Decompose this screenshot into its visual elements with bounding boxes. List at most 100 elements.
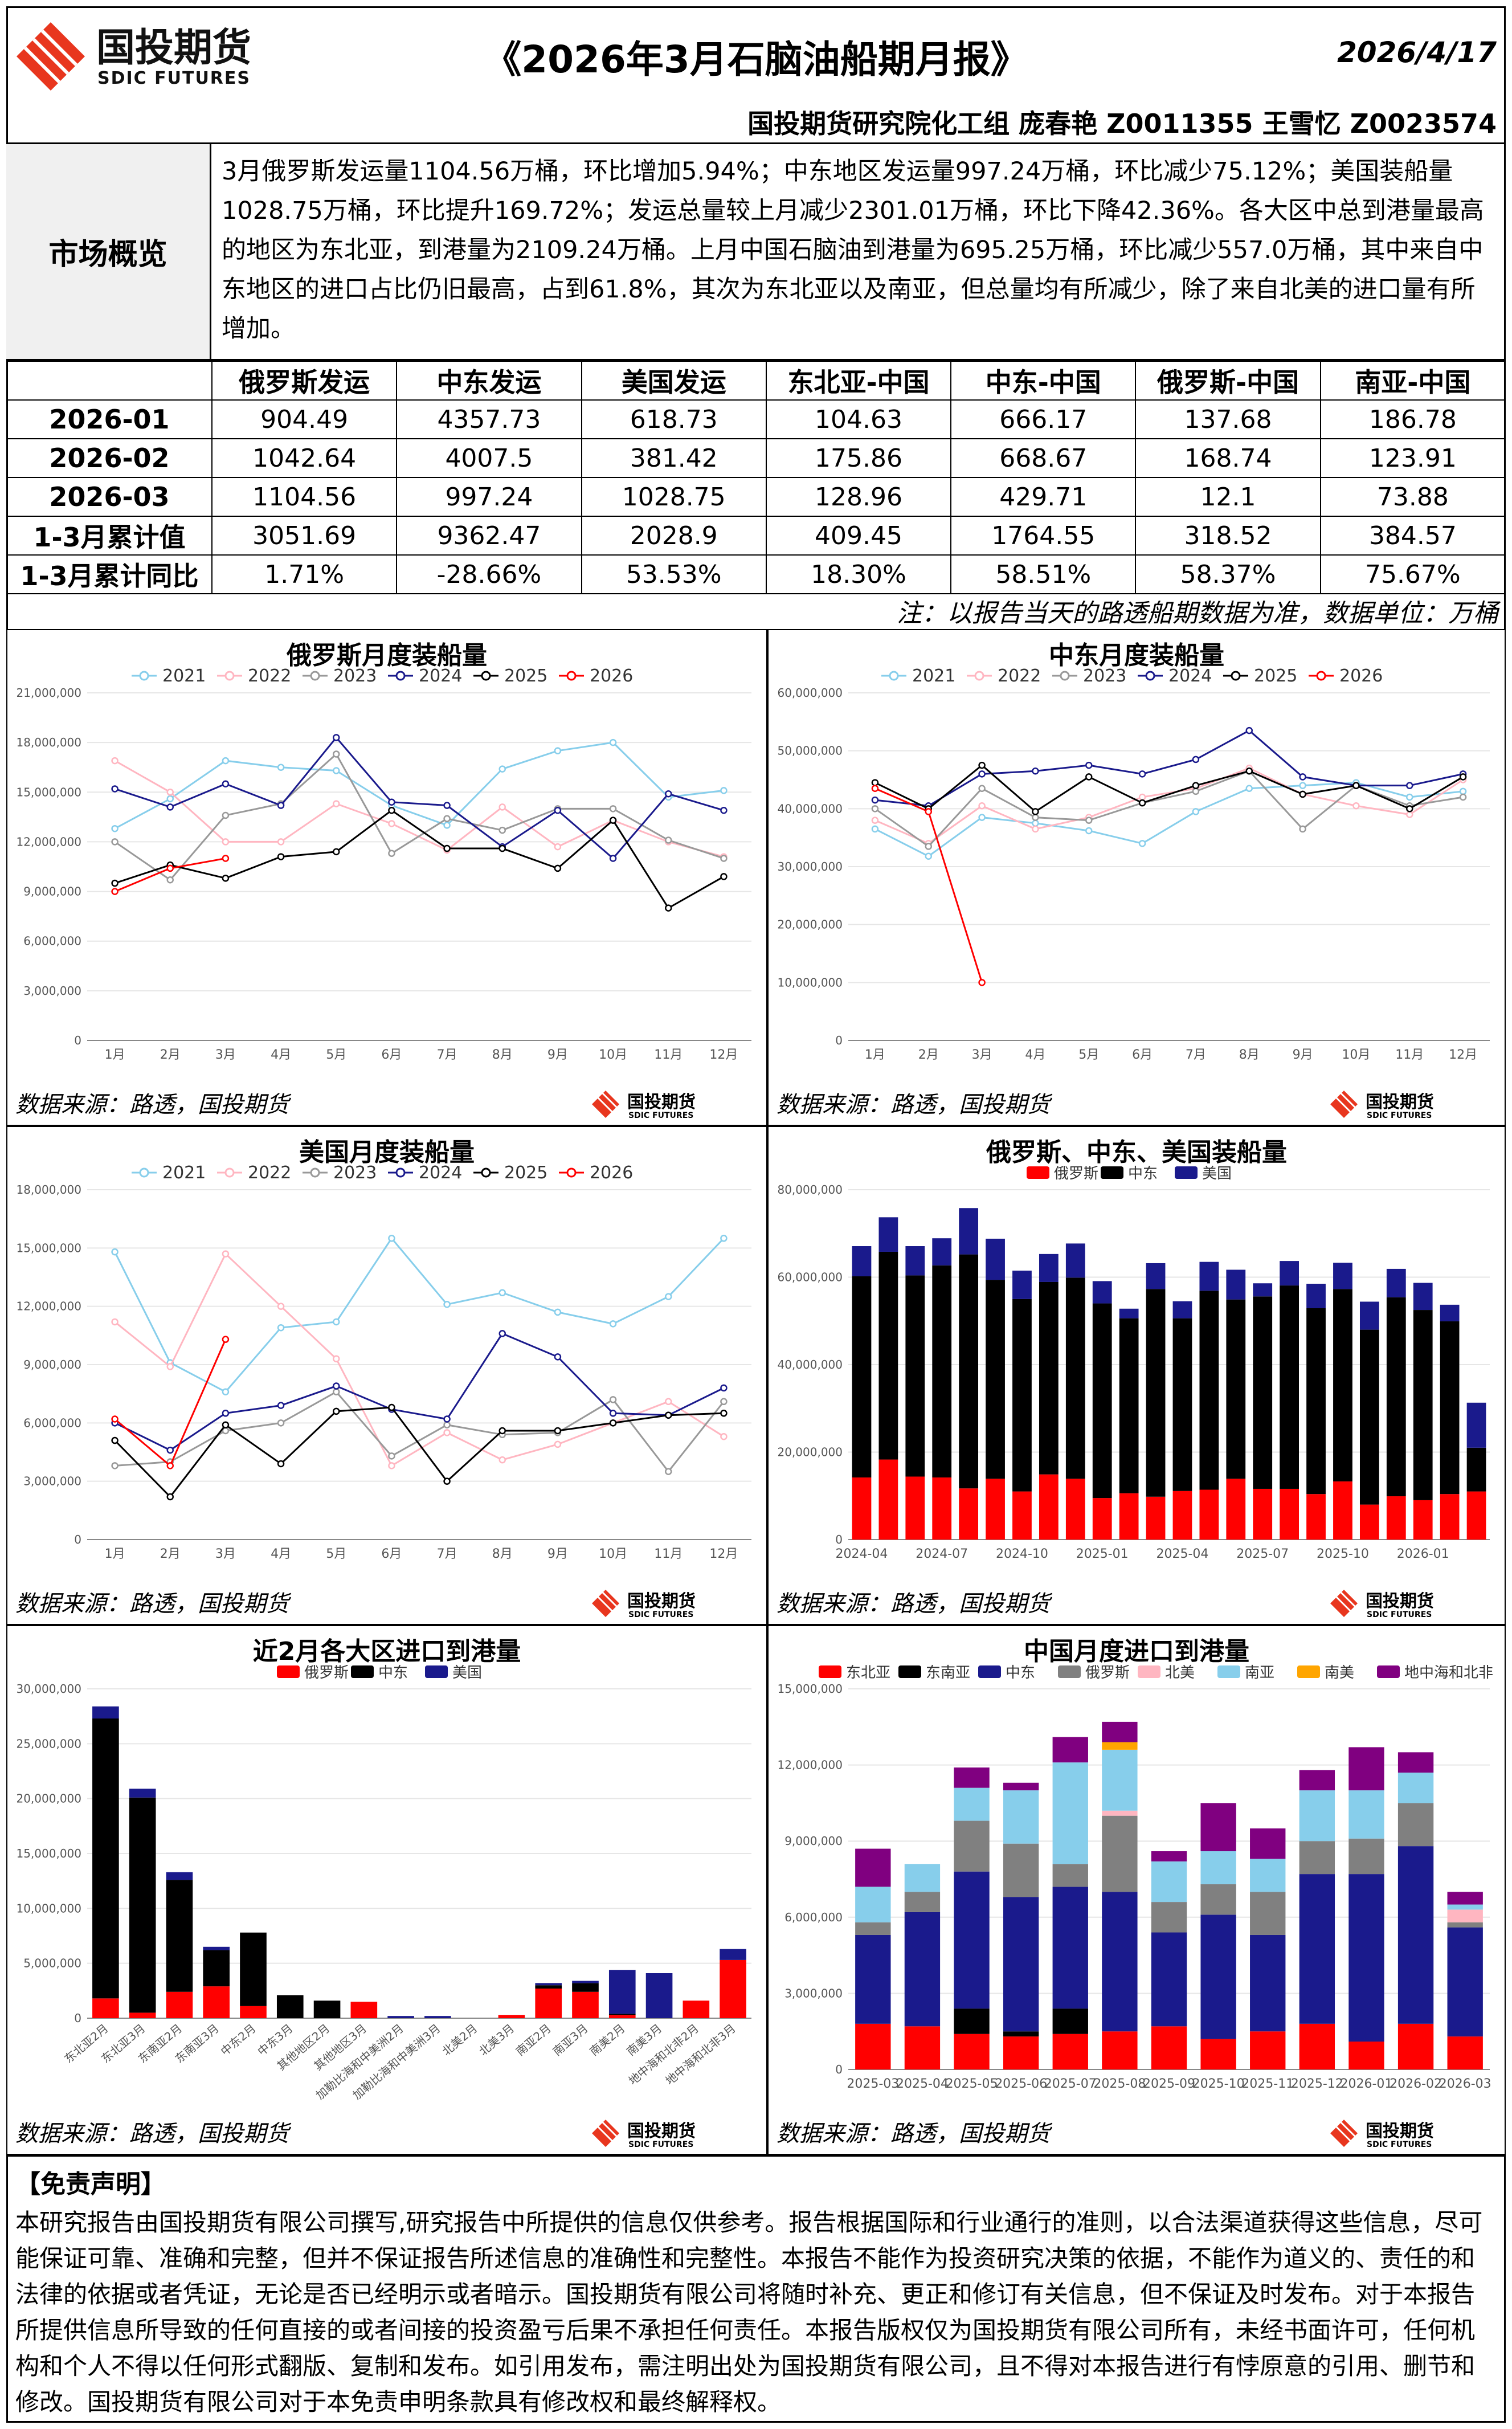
data-point-2025 xyxy=(333,1407,340,1415)
bar-美国 xyxy=(1386,1268,1406,1297)
logo-small-cn: 国投期货 xyxy=(1366,2121,1434,2141)
bar-俄罗斯 xyxy=(855,1922,891,1935)
legend-point-marker xyxy=(395,671,406,681)
bar-俄罗斯 xyxy=(1359,1504,1379,1540)
x-tick-label: 4月 xyxy=(271,1048,291,1062)
bar-南亚 xyxy=(855,1887,891,1922)
bar-东北亚 xyxy=(1397,2023,1434,2069)
bar-中东 xyxy=(1172,1318,1192,1491)
logo-small-cn: 国投期货 xyxy=(627,2121,696,2141)
bar-地中海和北非 xyxy=(855,1848,891,1887)
bar-美国 xyxy=(1039,1254,1059,1282)
summary-cell: 618.73 xyxy=(581,399,767,439)
data-point-2024 xyxy=(1406,782,1413,789)
data-point-2022 xyxy=(166,1363,174,1370)
data-point-2025 xyxy=(871,779,879,786)
bar-俄罗斯 xyxy=(1253,1488,1273,1540)
bar-美国 xyxy=(932,1238,952,1265)
bar-俄罗斯 xyxy=(1200,1884,1236,1915)
data-point-2023 xyxy=(277,1419,285,1427)
bar-中东 xyxy=(1003,1897,1039,2032)
y-tick-label: 21,000,000 xyxy=(16,686,81,700)
series-line-2024 xyxy=(874,729,1464,807)
x-tick-label: 2025-08 xyxy=(1093,2077,1146,2091)
x-tick-label: 1月 xyxy=(865,1048,885,1062)
chart-source: 数据来源：路透，国投期货 xyxy=(777,1092,1050,1118)
bar-地中海和北非 xyxy=(954,1767,990,1788)
y-tick-label: 40,000,000 xyxy=(777,802,843,815)
market-overview: 市场概览 3月俄罗斯发运量1104.56万桶，环比增加5.94%；中东地区发运量… xyxy=(6,144,1506,361)
data-point-2025 xyxy=(1299,790,1306,798)
data-point-2023 xyxy=(609,1396,617,1403)
bar-东南亚 xyxy=(1052,2008,1088,2034)
y-tick-label: 6,000,000 xyxy=(23,1416,81,1430)
y-tick-label: 80,000,000 xyxy=(777,1183,843,1197)
chart-mideast-monthly-loadings: 2021 2022 2023 2024 2025 2026 0 10,000,000 20,00… xyxy=(777,666,1490,1062)
y-tick-label: 9,000,000 xyxy=(23,1358,81,1371)
legend-point-marker xyxy=(566,671,577,681)
summary-header-cell: 俄罗斯-中国 xyxy=(1135,361,1321,401)
bar-中东 xyxy=(878,1251,898,1460)
chart-source: 数据来源：路透，国投期货 xyxy=(777,2121,1050,2147)
bar-俄罗斯 xyxy=(1146,1496,1166,1540)
data-point-2022 xyxy=(388,1462,395,1469)
x-tick-label: 中东2月 xyxy=(218,2021,259,2058)
legend-label: 中东 xyxy=(1128,1165,1158,1182)
x-tick-label: 北美2月 xyxy=(439,2021,480,2058)
bar-地中海和北非 xyxy=(1052,1737,1088,1763)
data-point-2025 xyxy=(978,761,986,769)
bar-东北亚 xyxy=(1151,2026,1187,2069)
bar-中东 xyxy=(1466,1447,1486,1492)
data-point-2024 xyxy=(871,796,879,804)
summary-header-row: 俄罗斯发运 中东发运 美国发运 东北亚-中国 中东-中国 俄罗斯-中国 南亚-中… xyxy=(6,361,1506,401)
legend-label: 2026 xyxy=(590,1163,633,1183)
bar-美国 xyxy=(1253,1283,1273,1297)
data-point-2021 xyxy=(388,1235,395,1242)
y-tick-label: 60,000,000 xyxy=(777,1271,843,1284)
y-tick-label: 18,000,000 xyxy=(16,736,81,749)
x-tick-label: 2025-05 xyxy=(946,2077,998,2091)
data-point-2021 xyxy=(333,767,340,774)
summary-cell: 384.57 xyxy=(1319,516,1506,556)
x-tick-label: 南美2月 xyxy=(587,2021,627,2058)
bar-俄罗斯 xyxy=(1172,1491,1192,1540)
bar-中东 xyxy=(1397,1846,1434,2024)
bar-美国 xyxy=(1466,1402,1486,1448)
bar-东北亚 xyxy=(1200,2039,1236,2069)
bar-中东 xyxy=(852,1276,872,1478)
bar-美国 xyxy=(1226,1269,1246,1300)
data-point-2022 xyxy=(978,802,986,810)
data-point-2022 xyxy=(498,1456,506,1464)
bar-中东 xyxy=(240,1932,267,2006)
legend-point-marker xyxy=(395,1167,406,1178)
bar-俄罗斯 xyxy=(720,1959,746,2018)
bar-中东 xyxy=(1199,1291,1219,1490)
bar-中东 xyxy=(1102,1892,1138,2032)
bar-美国 xyxy=(1359,1301,1379,1330)
legend-point-marker xyxy=(566,1167,577,1178)
data-point-2024 xyxy=(111,785,118,793)
x-tick-label: 5月 xyxy=(326,1547,346,1561)
data-point-2026 xyxy=(166,1462,174,1469)
bar-南亚 xyxy=(1052,1762,1088,1864)
bar-中东 xyxy=(1065,1277,1085,1479)
data-point-2025 xyxy=(1032,808,1039,815)
summary-cell: 318.52 xyxy=(1135,516,1321,556)
series-line-2024 xyxy=(115,736,724,860)
data-point-2021 xyxy=(1138,840,1146,847)
data-point-2024 xyxy=(1138,770,1146,778)
bar-中东 xyxy=(572,1983,599,1992)
logo-en-text: SDIC FUTURES xyxy=(97,68,251,88)
data-point-2026 xyxy=(111,1415,118,1423)
panel-regional-arrivals: 近2月各大区进口到港量 俄罗斯 中东 美国 0 5,000,000 10,000,000 1… xyxy=(6,1625,767,2155)
data-point-2023 xyxy=(222,811,230,819)
bar-地中海和北非 xyxy=(1102,1721,1138,1742)
bar-俄罗斯 xyxy=(1003,1843,1039,1897)
bar-俄罗斯 xyxy=(1447,1922,1483,1928)
x-tick-label: 12月 xyxy=(709,1547,738,1561)
summary-cell: 4007.5 xyxy=(396,438,582,478)
summary-cell: 1028.75 xyxy=(581,477,767,517)
data-point-2024 xyxy=(1192,756,1200,764)
data-point-2024 xyxy=(978,770,986,778)
legend-swatch xyxy=(1101,1166,1123,1179)
